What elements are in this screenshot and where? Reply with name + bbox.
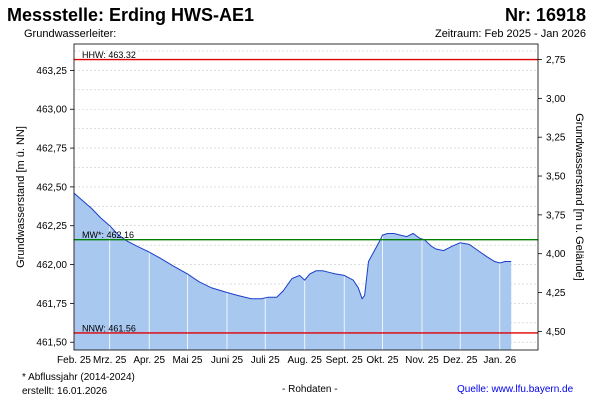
created-date: erstellt: 16.01.2026 [22,386,108,397]
x-tick-label: Dez. 25 [443,355,478,366]
series-line [73,192,512,300]
x-tick-label: Mai 25 [172,355,202,366]
x-tick-label: Okt. 25 [366,355,399,366]
y-tick-label-left: 462,25 [36,221,67,232]
y-tick-label-right: 3,00 [546,94,566,105]
station-title: Messstelle: Erding HWS-AE1 [7,5,255,25]
y-tick-label-right: 3,75 [546,210,566,221]
aquifer-label: Grundwasserleiter: [24,28,117,40]
y-tick-label-left: 462,00 [36,260,67,271]
x-tick-label: Nov. 25 [405,355,439,366]
x-tick-label: Jan. 26 [483,355,516,366]
reference-label-hhw: HHW: 463.32 [82,50,136,60]
y-tick-label-left: 462,50 [36,182,67,193]
y-axis-label-right: Grundwasserstand [m u. Gelände] [573,113,585,281]
y-tick-label-left: 461,50 [36,338,67,349]
x-tick-label: Mrz. 25 [93,355,127,366]
raw-data-label: - Rohdaten - [282,384,338,395]
y-tick-label-left: 462,75 [36,144,67,155]
source-link[interactable]: Quelle: www.lfu.bayern.de [457,384,574,395]
y-tick-label-left: 463,25 [36,66,67,77]
source-label: Quelle: www.lfu.bayern.de [457,384,573,395]
y-tick-label-left: 461,75 [36,299,67,310]
period-label: Zeitraum: Feb 2025 - Jan 2026 [434,28,586,40]
station-number: Nr: 16918 [504,5,586,25]
x-tick-label: Sept. 25 [326,355,364,366]
x-tick-label: Juni 25 [211,355,244,366]
y-tick-label-right: 3,50 [546,172,566,183]
reference-label-nnw: NNW: 461.56 [82,323,136,333]
footnote-mean: * Abflussjahr (2014-2024) [22,372,135,383]
x-tick-label: Juli 25 [251,355,280,366]
y-tick-label-right: 4,00 [546,249,566,260]
y-tick-label-right: 2,75 [546,55,566,66]
plot-frame [73,43,539,351]
y-tick-label-right: 4,25 [546,288,566,299]
reference-label-mw: MW*: 462.16 [82,230,134,240]
y-tick-label-right: 4,50 [546,327,566,338]
x-tick-label: Aug. 25 [287,355,322,366]
x-tick-label: Feb. 25 [57,355,91,366]
y-tick-label-right: 3,25 [546,133,566,144]
y-tick-label-left: 463,00 [36,105,67,116]
y-axis-label-left: Grundwasserstand [m ü. NN] [15,126,27,268]
series-area [74,193,512,350]
x-tick-label: Apr. 25 [133,355,165,366]
